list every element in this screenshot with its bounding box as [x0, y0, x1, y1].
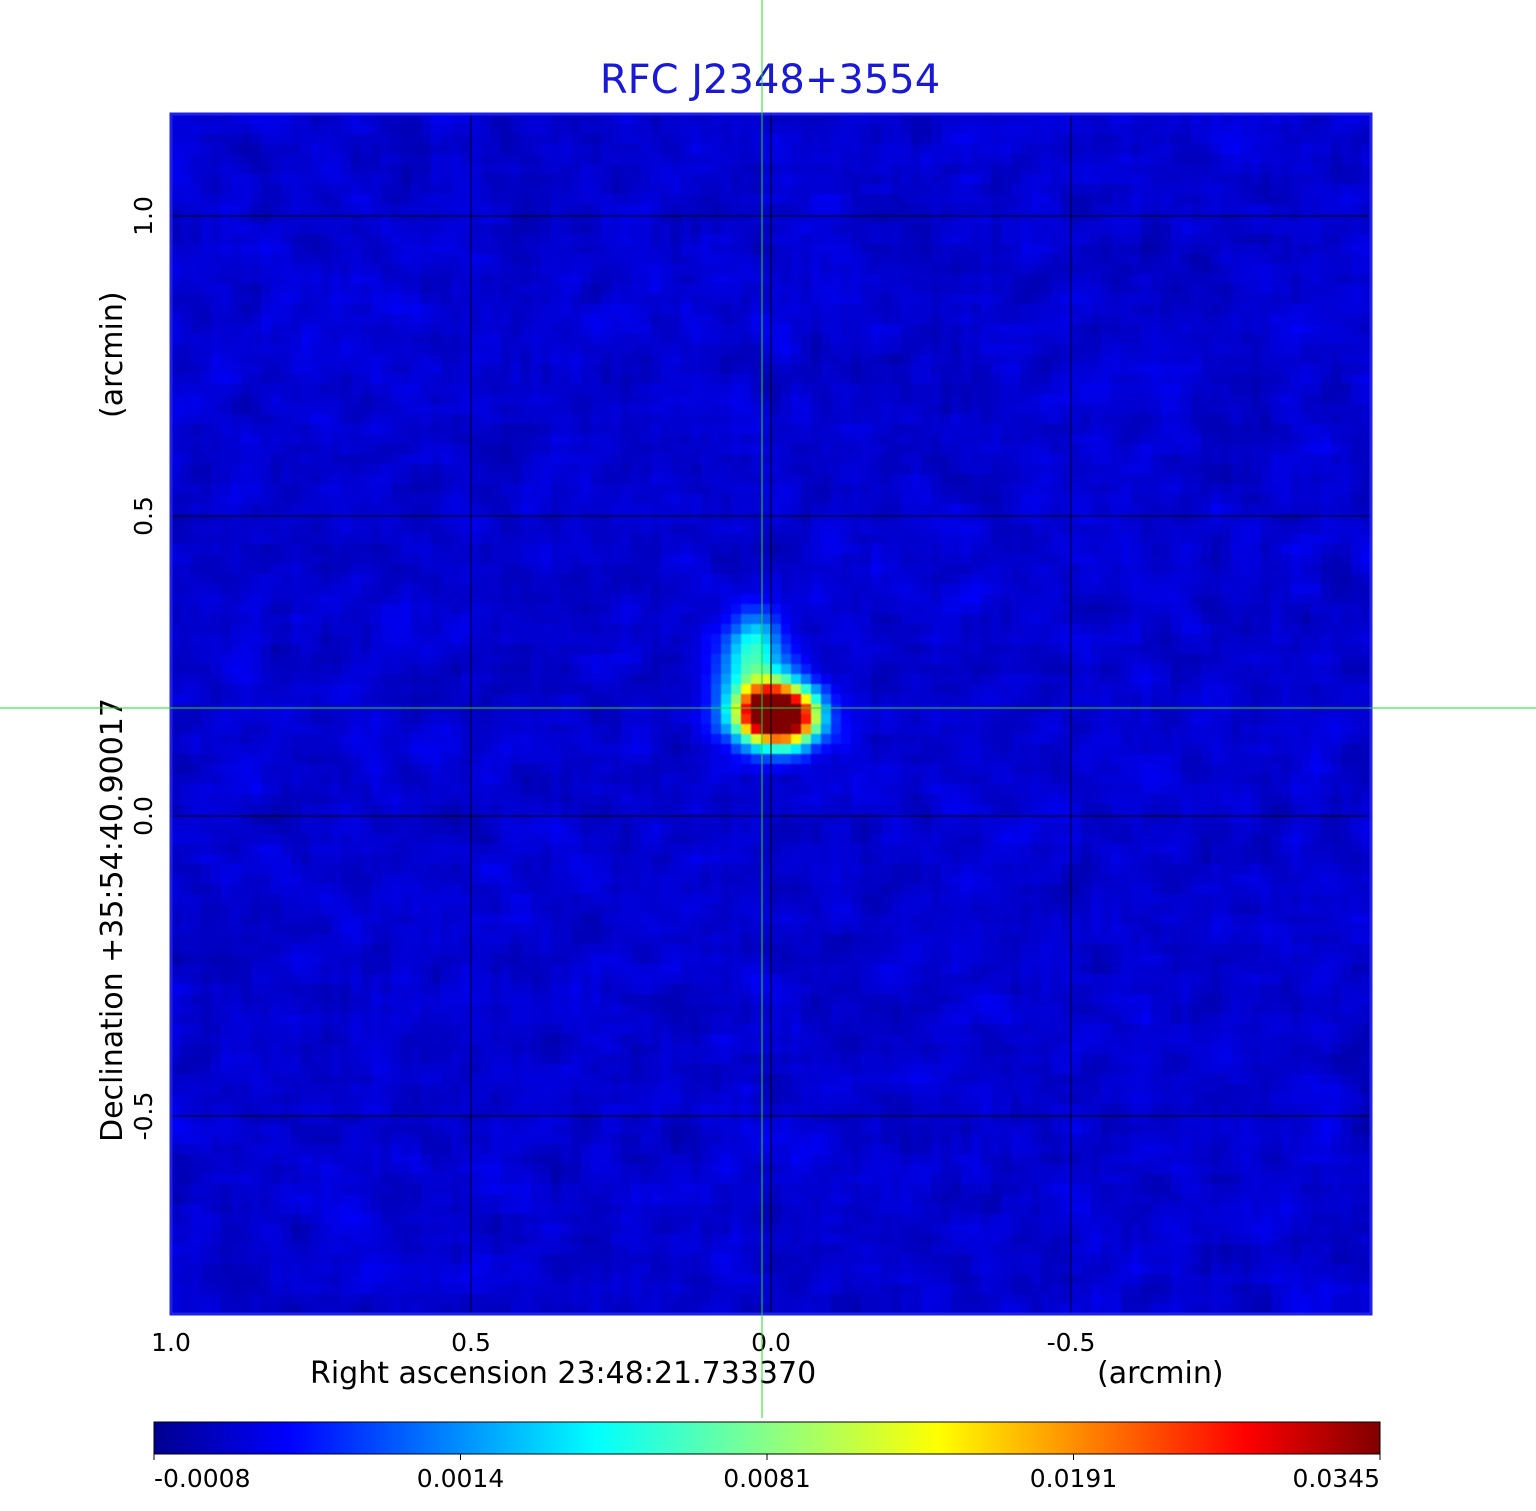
x-tick-label: 1.0: [151, 1328, 191, 1357]
colorbar-tick-label: 0.0345: [1293, 1464, 1380, 1493]
x-tick-label: 0.5: [451, 1328, 491, 1357]
x-axis-label: Right ascension 23:48:21.733370: [310, 1356, 816, 1391]
colorbar: -0.0008 0.0014 0.0081 0.0191 0.0345: [153, 1421, 1381, 1493]
y-tick-label: 0.0: [129, 796, 158, 836]
x-tick-label: 0.0: [751, 1328, 791, 1357]
plot-frame: [169, 112, 1373, 1316]
y-tick-label: 0.5: [129, 496, 158, 536]
colorbar-ticks: -0.0008 0.0014 0.0081 0.0191 0.0345: [153, 1454, 1381, 1493]
colorbar-tick-label: 0.0081: [723, 1464, 810, 1493]
crosshair: [0, 0, 1536, 1418]
y-tick-label: 1.0: [129, 196, 158, 236]
x-tick-label: -0.5: [1047, 1328, 1096, 1357]
colorbar-tick-label: 0.0014: [417, 1464, 504, 1493]
x-axis-unit: (arcmin): [1097, 1356, 1224, 1391]
colorbar-tick-label: 0.0191: [1030, 1464, 1117, 1493]
y-tick-label: -0.5: [129, 1092, 158, 1141]
plot-area: [169, 112, 1373, 1316]
y-axis-ticks: 1.0 0.5 0.0 -0.5: [129, 196, 158, 1140]
x-axis-ticks: 1.0 0.5 0.0 -0.5: [151, 1328, 1095, 1357]
y-axis-unit: (arcmin): [95, 291, 130, 418]
y-axis-label: Declination +35:54:40.90017: [95, 698, 130, 1142]
colorbar-tick-label: -0.0008: [154, 1464, 251, 1493]
chart-title: RFC J2348+3554: [600, 57, 940, 103]
colorbar-gradient: [153, 1421, 1381, 1455]
